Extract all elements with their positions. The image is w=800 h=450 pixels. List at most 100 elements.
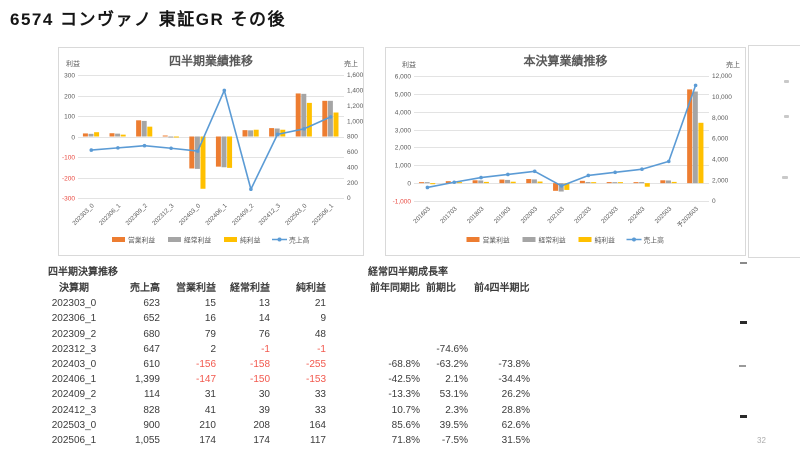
svg-text:202312_3: 202312_3: [151, 202, 176, 227]
svg-text:0: 0: [347, 195, 351, 202]
table-cell: 174: [253, 435, 270, 447]
table-cell: 202309_2: [51, 328, 97, 340]
table-cell: 53.1%: [439, 389, 468, 401]
column-header: 売上高: [130, 283, 160, 294]
table-cell: 10.7%: [391, 404, 420, 416]
table-cell: 2.3%: [445, 404, 468, 416]
svg-text:6,000: 6,000: [395, 74, 412, 81]
table-row: 202506_1 1,055 174 174 117: [38, 433, 328, 448]
table-cell: -147: [195, 374, 216, 386]
table-cell: [424, 327, 472, 342]
svg-text:経常利益: 経常利益: [184, 236, 211, 245]
svg-text:12,000: 12,000: [712, 73, 732, 80]
table-cell: [472, 311, 534, 326]
table-title: 四半期決算推移: [48, 267, 118, 278]
table-cell: 85.6%: [391, 419, 420, 431]
svg-text:純利益: 純利益: [595, 236, 616, 245]
quarterly-results-table: 四半期決算推移 決算期 売上高 営業利益 経常利益 純利益 202303_0 623 15 13…: [38, 265, 328, 448]
cropped-text-fragment: [784, 115, 789, 118]
annual-chart: -1,000 0 1,000 2,000 3,000 4,000 5,000 6,000 0 2,…: [393, 53, 740, 245]
svg-text:202503_0: 202503_0: [284, 202, 309, 227]
svg-text:利益: 利益: [402, 60, 416, 69]
table-cell: 33: [314, 389, 326, 401]
svg-text:1,000: 1,000: [395, 163, 412, 170]
table-row: 85.6% 39.5% 62.6%: [368, 418, 534, 433]
cropped-text-fragment: [784, 80, 789, 83]
table-row: -74.6%: [368, 342, 534, 357]
svg-text:202306_1: 202306_1: [98, 202, 123, 227]
table-cell: 39: [258, 404, 270, 416]
header-row: 決算期 売上高 営業利益 経常利益 純利益: [38, 281, 328, 296]
table-cell: 174: [199, 435, 216, 447]
table-cell: 2.1%: [445, 374, 468, 386]
table-row: 10.7% 2.3% 28.8%: [368, 403, 534, 418]
table-cell: 202409_2: [51, 389, 97, 401]
table-cell: 28.8%: [501, 404, 530, 416]
table-row: 202309_2 680 79 76 48: [38, 327, 328, 342]
table-cell: [368, 311, 424, 326]
column-header: 前4四半期比: [474, 283, 530, 294]
table-row: 202312_3 647 2 -1 -1: [38, 342, 328, 357]
table-cell: -73.8%: [498, 358, 530, 370]
svg-text:四半期業績推移: 四半期業績推移: [169, 53, 253, 68]
svg-text:300: 300: [64, 73, 75, 80]
table-cell: -1: [261, 343, 270, 355]
svg-text:3,000: 3,000: [395, 128, 412, 135]
table-cell: 828: [143, 404, 160, 416]
table-row: -42.5% 2.1% -34.4%: [368, 372, 534, 387]
table-cell: 202303_0: [51, 298, 97, 310]
svg-text:202412_3: 202412_3: [257, 202, 282, 227]
table-cell: [368, 296, 424, 311]
column-header: 前期比: [426, 283, 456, 294]
table-cell: -42.5%: [388, 374, 420, 386]
cropped-content-fragment: [739, 365, 746, 367]
svg-text:600: 600: [347, 149, 358, 156]
table-cell: 900: [143, 419, 160, 431]
svg-text:営業利益: 営業利益: [483, 236, 510, 245]
table-cell: 202412_3: [51, 404, 97, 416]
table-cell: [368, 342, 424, 357]
table-cell: -153: [305, 374, 326, 386]
table-row: 71.8% -7.5% 31.5%: [368, 433, 534, 448]
column-header: 前年同期比: [370, 283, 420, 294]
svg-text:5,000: 5,000: [395, 92, 412, 99]
svg-text:2,000: 2,000: [712, 177, 729, 184]
table-cell: 623: [143, 298, 160, 310]
column-header: 決算期: [59, 283, 89, 294]
svg-text:202406_1: 202406_1: [204, 202, 229, 227]
table-cell: 16: [204, 313, 216, 325]
cropped-content-fragment: [740, 262, 747, 264]
column-header: 営業利益: [176, 283, 216, 294]
svg-text:1,600: 1,600: [347, 72, 363, 79]
table-title: 経常四半期成長率: [368, 267, 448, 278]
table-row: [368, 311, 534, 326]
column-header: 純利益: [296, 283, 326, 294]
svg-text:-300: -300: [62, 196, 75, 203]
table-row: [368, 296, 534, 311]
table-cell: 680: [143, 328, 160, 340]
table-row: [368, 327, 534, 342]
svg-text:800: 800: [347, 134, 358, 141]
table-row: 202406_1 1,399 -147 -150 -153: [38, 372, 328, 387]
table-cell: 647: [143, 343, 160, 355]
table-cell: 30: [258, 389, 270, 401]
svg-text:202503: 202503: [654, 205, 674, 225]
table-cell: 208: [253, 419, 270, 431]
svg-text:4,000: 4,000: [712, 157, 729, 164]
svg-text:利益: 利益: [66, 59, 80, 68]
svg-text:純利益: 純利益: [240, 236, 261, 245]
svg-text:202403: 202403: [627, 205, 647, 225]
svg-text:0: 0: [71, 135, 75, 142]
table-cell: [424, 296, 472, 311]
svg-text:経常利益: 経常利益: [539, 236, 566, 245]
svg-text:-1,000: -1,000: [393, 199, 412, 206]
table-row: 202403_0 610 -156 -158 -255: [38, 357, 328, 372]
svg-text:-200: -200: [62, 176, 75, 183]
svg-text:400: 400: [347, 164, 358, 171]
svg-text:202003: 202003: [520, 205, 540, 225]
page-title: 6574 コンヴァノ 東証GR その後: [10, 10, 286, 29]
svg-text:201603: 201603: [412, 205, 432, 225]
column-header: 経常利益: [230, 283, 270, 294]
table-cell: -34.4%: [498, 374, 530, 386]
